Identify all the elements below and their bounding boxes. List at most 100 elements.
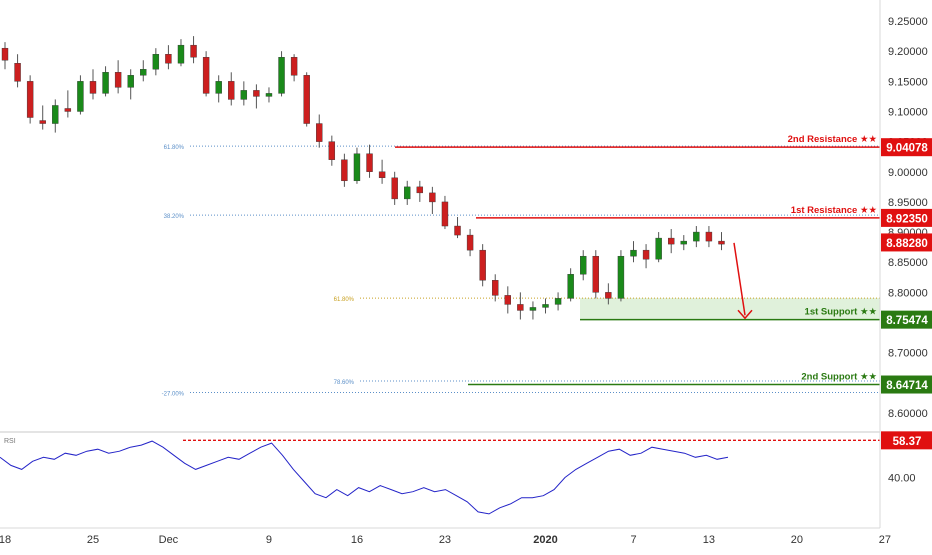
candle: [391, 171, 398, 205]
candle-body: [102, 72, 109, 94]
projection-arrowhead: [737, 309, 753, 320]
candle: [303, 72, 310, 127]
time-tick-label: 7: [630, 534, 636, 546]
candle-body: [441, 201, 449, 227]
candle-body: [504, 295, 511, 305]
candle: [353, 147, 361, 184]
price-tick-label: 9.15000: [888, 76, 928, 88]
price-tick-label: 9.20000: [888, 46, 928, 58]
candle-body: [215, 81, 222, 94]
candle-body: [655, 237, 662, 260]
candle-body: [404, 186, 411, 200]
resistance-1-badge-text: 8.92350: [886, 213, 928, 225]
candle-body: [718, 240, 725, 245]
price-tick-label: 8.95000: [888, 197, 928, 209]
candle: [693, 226, 700, 248]
resistance-2-badge: [881, 138, 932, 157]
candle-body: [52, 105, 59, 124]
candle-body: [454, 225, 461, 236]
candle-body: [492, 280, 499, 296]
candle-body: [202, 57, 210, 94]
candle: [580, 250, 587, 281]
candle: [517, 292, 524, 320]
candle-body: [605, 292, 612, 299]
price-tick-label: 9.10000: [888, 106, 928, 118]
current-price-badge: [881, 233, 932, 252]
candle: [64, 90, 72, 118]
candle-body: [542, 304, 549, 308]
support-2-badge-text: 8.64714: [886, 380, 928, 392]
candle: [102, 66, 109, 97]
candle: [278, 51, 285, 97]
candle-body: [278, 57, 285, 94]
candle-body: [190, 44, 197, 58]
candle-body: [479, 249, 486, 281]
rsi-label: RSI: [4, 438, 16, 445]
candle-body: [429, 192, 436, 203]
candle-body: [529, 307, 537, 311]
candle-body: [668, 237, 675, 245]
candle: [567, 268, 574, 302]
fib-level-label: 38.20%: [164, 214, 185, 220]
candle: [705, 226, 713, 248]
time-tick-label: 25: [87, 534, 99, 546]
time-tick-label: 2020: [533, 534, 557, 546]
fib-level-label: 61.80%: [334, 297, 355, 303]
candle: [366, 144, 373, 178]
time-tick-label: 18: [0, 534, 11, 546]
candle: [52, 99, 59, 133]
candle: [26, 75, 34, 124]
resistance-1-label: 1st Resistance ★★: [791, 205, 877, 216]
candle-body: [630, 249, 637, 257]
candle: [190, 36, 197, 64]
price-tick-label: 9.25000: [888, 16, 928, 28]
candle-body: [328, 141, 336, 160]
candle: [265, 87, 273, 103]
candle-body: [554, 298, 562, 305]
candle-body: [617, 255, 625, 299]
candle-body: [705, 231, 713, 242]
time-tick-label: Dec: [159, 534, 179, 546]
candle: [114, 60, 122, 94]
candle: [668, 229, 675, 254]
candle-body: [391, 177, 398, 200]
candle: [718, 232, 725, 251]
candle-body: [14, 63, 21, 82]
current-price-badge-text: 8.88280: [886, 238, 928, 250]
candle: [680, 235, 687, 251]
candle: [454, 216, 461, 239]
rsi-line: [0, 440, 729, 515]
rsi-level-badge-text: 58.37: [893, 436, 922, 448]
candle-body: [228, 81, 235, 100]
price-tick-label: 8.85000: [888, 257, 928, 269]
candle-body: [378, 171, 386, 179]
candle: [253, 84, 260, 109]
candle-body: [165, 54, 172, 64]
candle: [592, 250, 599, 299]
candle-body: [253, 90, 260, 97]
candle-body: [77, 81, 84, 112]
candle: [416, 180, 424, 202]
time-tick-label: 9: [266, 534, 272, 546]
candle-body: [26, 81, 34, 118]
candle: [642, 244, 650, 269]
candle-body: [240, 90, 248, 100]
rsi-tick-label: 40.00: [888, 473, 916, 485]
candle-body: [517, 304, 524, 311]
candle-body: [290, 57, 298, 76]
candle: [529, 301, 537, 320]
candle: [240, 81, 248, 106]
candle-body: [567, 274, 574, 299]
fib-level-label: -27.00%: [162, 391, 185, 397]
candle: [441, 195, 449, 230]
candle: [630, 241, 637, 263]
candle-body: [466, 234, 474, 251]
candle-body: [366, 153, 373, 172]
candle: [404, 180, 411, 205]
candle-body: [353, 153, 361, 182]
candle: [89, 69, 97, 100]
fib-level-label: 78.60%: [334, 380, 355, 386]
time-tick-label: 16: [351, 534, 363, 546]
candle: [655, 232, 662, 263]
